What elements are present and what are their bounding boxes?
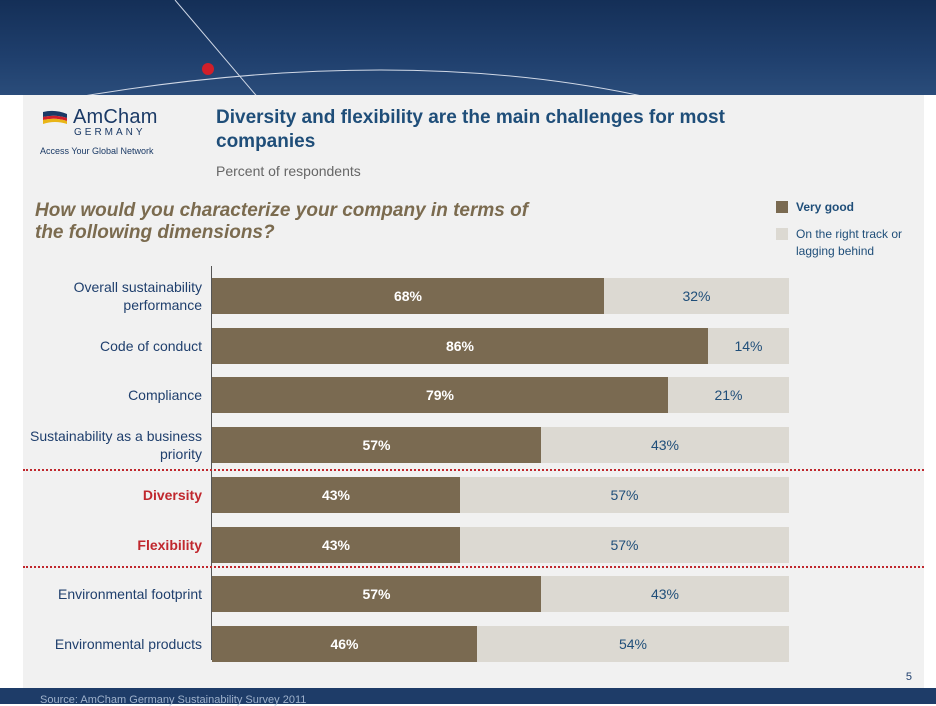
bar-very-good-flexibility [212,527,460,563]
bar-on-track-sustainability-as-a-business-priority [541,427,789,463]
bar-very-good-code-of-conduct [212,328,708,364]
value-label-very-good-environmental-products: 46% [330,636,359,652]
value-label-very-good-sustainability-as-a-business-priority: 57% [362,437,391,453]
bar-very-good-overall-sustainability-performance [212,278,604,314]
category-label-compliance: Compliance [128,387,202,403]
legend-swatch-on-track [776,228,788,240]
category-label-overall-sustainability-performance: Overall sustainability performance [73,279,202,313]
survey-question: How would you characterize your company … [35,200,529,243]
bar-on-track-flexibility [460,527,789,563]
highlight-separator-bottom [23,566,924,568]
bar-very-good-diversity [212,477,460,513]
page-title: Diversity and flexibility are the main c… [216,107,725,152]
bar-on-track-environmental-products [477,626,789,662]
value-label-on-track-overall-sustainability-performance: 32% [682,288,711,304]
bar-on-track-environmental-footprint [541,576,789,612]
value-label-on-track-sustainability-as-a-business-priority: 43% [650,437,680,453]
bar-on-track-diversity [460,477,789,513]
logo-subtitle: GERMANY [74,127,146,138]
header-red-dot [202,63,214,75]
bar-very-good-compliance [212,377,668,413]
highlight-separator-top [23,469,924,471]
value-label-on-track-code-of-conduct: 14% [734,338,763,354]
bar-very-good-environmental-products [212,626,477,662]
value-label-very-good-compliance: 79% [425,387,455,403]
legend-swatch-very-good [776,201,788,213]
bar-on-track-code-of-conduct [708,328,789,364]
value-label-on-track-compliance: 21% [714,387,743,403]
bar-very-good-environmental-footprint [212,576,541,612]
bar-very-good-sustainability-as-a-business-priority [212,427,541,463]
source-note: Source: AmCham Germany Sustainability Su… [40,694,307,706]
value-label-very-good-environmental-footprint: 57% [362,586,391,602]
category-label-diversity: Diversity [142,487,202,503]
category-label-sustainability-as-a-business-priority: Sustainability as a business priority [30,428,202,462]
value-label-very-good-diversity: 43% [321,487,351,503]
category-label-code-of-conduct: Code of conduct [100,338,202,354]
page-subtitle: Percent of respondents [216,163,361,179]
value-label-on-track-flexibility: 57% [610,537,639,553]
amcham-logo: AmCham GERMANY Access Your Global Networ… [40,104,200,164]
germany-flag-icon [43,110,67,124]
value-label-very-good-overall-sustainability-performance: 68% [393,288,423,304]
value-label-very-good-code-of-conduct: 86% [445,338,475,354]
logo-name: AmCham [73,106,158,128]
category-label-environmental-footprint: Environmental footprint [58,586,202,602]
category-label-environmental-products: Environmental products [54,636,202,652]
page-number: 5 [905,671,912,683]
category-label-flexibility: Flexibility [137,537,202,553]
value-label-on-track-environmental-products: 54% [618,636,648,652]
legend-label-on-track: On the right track or lagging behind [796,227,903,258]
value-label-very-good-flexibility: 43% [321,537,351,553]
legend-label-very-good: Very good [796,200,855,214]
logo-tagline: Access Your Global Network [40,146,154,156]
header-decoration [59,0,661,100]
header-band [0,0,936,95]
bar-on-track-overall-sustainability-performance [604,278,789,314]
value-label-on-track-diversity: 57% [610,487,639,503]
value-label-on-track-environmental-footprint: 43% [650,586,680,602]
bar-on-track-compliance [668,377,789,413]
footer-band [0,688,936,704]
chart-axis [211,266,212,660]
